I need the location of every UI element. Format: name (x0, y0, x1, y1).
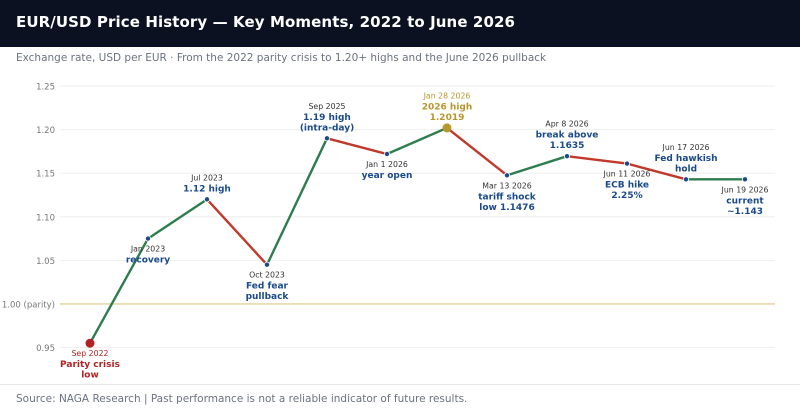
y-tick-label: 1.20 (36, 126, 55, 136)
point-date-label: Jun 11 2026 (603, 170, 651, 179)
series-segment (565, 154, 629, 165)
point-date-label: Jan 2023 (130, 245, 165, 254)
data-point-marker (144, 235, 151, 242)
price-history-chart: 0.95 1.00 (parity) 1.05 1.10 1.15 1.20 1.25 Sep… (2, 83, 775, 381)
point-annotation: recovery (126, 256, 170, 266)
data-point-marker (624, 160, 631, 167)
point-date-label: Apr 8 2026 (545, 120, 588, 129)
point-annotation: current (726, 196, 764, 206)
series-segment (88, 237, 150, 345)
point-annotation: 1.19 high (303, 113, 351, 123)
data-point-marker (683, 176, 690, 183)
point-annotation: low 1.1476 (479, 203, 534, 213)
y-tick-label: 1.00 (parity) (2, 300, 55, 310)
point-annotation: low (81, 371, 99, 381)
data-point-marker (263, 261, 270, 268)
point-annotation: ECB hike (605, 181, 649, 191)
point-annotation: year open (362, 171, 413, 181)
y-tick-label: 0.95 (36, 344, 55, 354)
point-annotation: hold (675, 164, 697, 174)
point-annotation: ~1.143 (727, 207, 763, 217)
data-point-marker (503, 172, 510, 179)
data-point-marker (85, 338, 95, 348)
y-tick-label: 1.25 (36, 83, 55, 93)
point-date-label: Jul 2023 (190, 173, 223, 182)
point-annotation: tariff shock (478, 192, 537, 202)
point-annotation: (intra-day) (300, 123, 354, 133)
point-date-label: Jun 17 2026 (662, 143, 710, 152)
chart-title: EUR/USD Price History — Key Moments, 202… (16, 13, 516, 31)
point-annotation: pullback (246, 292, 290, 302)
data-point-marker (383, 151, 390, 158)
series-segment (385, 126, 449, 156)
point-date-label: Sep 2022 (71, 349, 108, 358)
series-segment (505, 154, 569, 177)
data-point-marker (203, 196, 210, 203)
point-date-label: Jan 28 2026 (423, 91, 471, 100)
series-segment (205, 198, 269, 266)
point-annotation: Fed fear (246, 282, 289, 292)
chart-footer: Source: NAGA Research | Past performance… (0, 384, 800, 409)
point-date-label: Jun 19 2026 (721, 185, 769, 194)
chart-header: EUR/USD Price History — Key Moments, 202… (0, 0, 800, 47)
point-annotation: break above (536, 131, 599, 141)
series-segment (445, 126, 509, 177)
series-segment (325, 137, 389, 156)
y-tick-label: 1.10 (36, 213, 55, 223)
series-segment (625, 162, 688, 181)
data-point-marker (564, 153, 571, 160)
point-annotation: 2.25% (611, 191, 642, 201)
data-point-marker (742, 176, 749, 183)
point-annotation: Fed hawkish (654, 154, 717, 164)
point-date-label: Jan 1 2026 (365, 160, 408, 169)
series-segment (265, 137, 329, 266)
data-point-marker (323, 135, 330, 142)
series-segment (146, 198, 209, 240)
point-date-label: Oct 2023 (249, 271, 285, 280)
source-note: Source: NAGA Research | Past performance… (16, 393, 468, 405)
point-annotation: Parity crisis (60, 360, 120, 370)
point-annotation: 1.12 high (183, 184, 231, 194)
point-date-label: Mar 13 2026 (482, 181, 531, 190)
data-point-marker (442, 123, 452, 133)
point-annotation: 1.1635 (550, 141, 585, 151)
y-tick-label: 1.05 (36, 257, 55, 267)
point-annotation: 2026 high (422, 102, 473, 112)
point-annotation: 1.2019 (430, 113, 465, 123)
chart-subtitle: Exchange rate, USD per EUR · From the 20… (16, 52, 547, 64)
y-tick-label: 1.15 (36, 170, 55, 180)
point-date-label: Sep 2025 (308, 102, 345, 111)
